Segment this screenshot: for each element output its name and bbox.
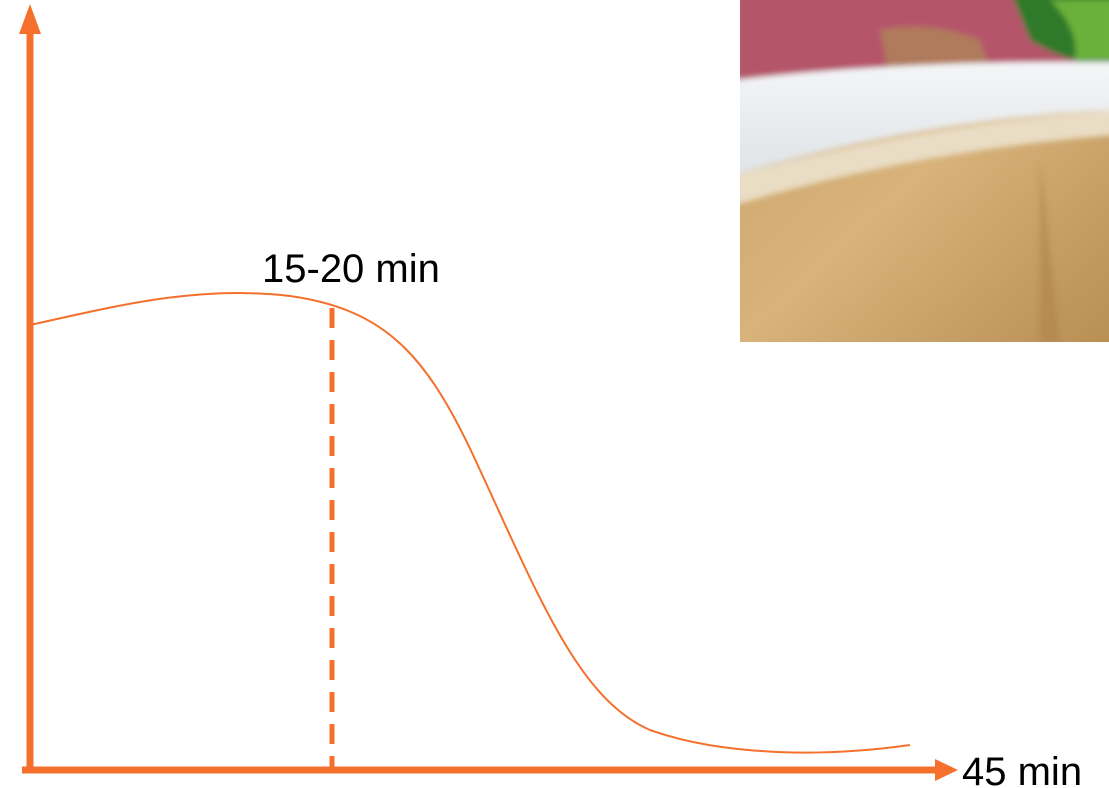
end-label: 45 min [962, 750, 1082, 788]
peak-label: 15-20 min [262, 247, 440, 291]
x-axis-arrow [935, 759, 958, 781]
y-axis-arrow [19, 4, 41, 34]
attention-curve [30, 293, 910, 753]
photo [735, 0, 1109, 342]
slide: 15-20 min 45 min [0, 0, 1109, 788]
